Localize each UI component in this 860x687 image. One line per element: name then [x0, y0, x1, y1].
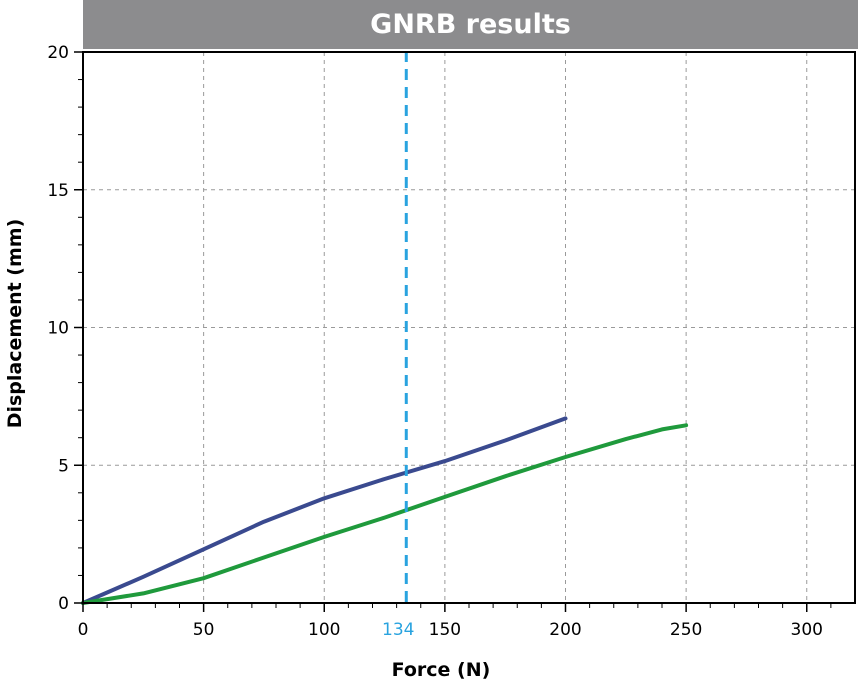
x-tick-label: 250	[670, 620, 702, 640]
series-line-1	[81, 416, 568, 605]
y-axis-label: Displacement (mm)	[4, 219, 26, 429]
y-tick-label: 15	[47, 181, 69, 201]
y-tick-label: 20	[47, 43, 69, 63]
series-line-2	[81, 423, 689, 605]
x-tick-label: 300	[791, 620, 823, 640]
x-axis-label: Force (N)	[392, 659, 491, 681]
x-tick-label: 100	[308, 620, 340, 640]
x-tick-label: 150	[429, 620, 461, 640]
reference-line-layer: 134	[382, 51, 415, 640]
x-tick-label: 50	[193, 620, 215, 640]
x-tick-label: 0	[78, 620, 89, 640]
y-tick-label: 10	[47, 319, 69, 339]
x-tick-label: 200	[549, 620, 581, 640]
y-tick-label: 5	[58, 456, 69, 476]
reference-line-label: 134	[382, 620, 414, 640]
ticks: 0 50 100 150 200 250 300 0 5 10 15 20	[47, 43, 832, 640]
series-layer	[81, 416, 689, 605]
grid	[83, 52, 855, 603]
y-tick-label: 0	[58, 594, 69, 614]
chart-title: GNRB results	[83, 0, 858, 49]
